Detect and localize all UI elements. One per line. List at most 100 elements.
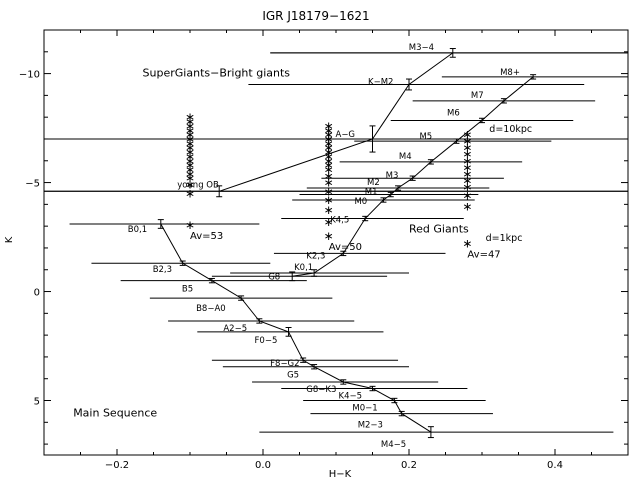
asterisk-marker: ∗: [324, 154, 334, 168]
spectral-type-label: B5: [182, 285, 193, 295]
asterisk-marker: ∗: [324, 184, 334, 198]
asterisk-marker: ∗: [185, 178, 195, 192]
asterisk-marker: ∗: [185, 136, 195, 150]
asterisk-marker: ∗: [185, 123, 195, 137]
spectral-type-label: M4−5: [381, 440, 406, 450]
asterisk-marker: ∗: [462, 237, 472, 251]
spectral-type-label: G8: [268, 272, 280, 282]
spectral-type-label: M0−1: [352, 404, 377, 414]
chart-title: IGR J18179−1621: [262, 9, 369, 23]
asterisk-marker: ∗: [324, 169, 334, 183]
annotation: SuperGiants−Bright giants: [143, 67, 291, 80]
y-tick-label: 5: [34, 397, 40, 408]
asterisk-marker: ∗: [185, 132, 195, 146]
extinction-label: Av=53: [190, 231, 223, 242]
spectral-type-label: M4: [399, 152, 412, 162]
x-tick-label: 0.0: [255, 460, 271, 471]
spectral-type-label: M0: [354, 197, 367, 207]
asterisk-marker: ∗: [462, 141, 472, 155]
asterisk-marker: ∗: [185, 167, 195, 181]
asterisk-marker: ∗: [324, 149, 334, 163]
spectral-type-label: young OB: [177, 180, 219, 190]
asterisk-marker: ∗: [462, 173, 472, 187]
asterisk-marker: ∗: [324, 123, 334, 137]
y-tick-label: −5: [25, 179, 40, 190]
asterisk-marker: ∗: [185, 110, 195, 124]
extinction-label: Av=50: [329, 242, 362, 253]
asterisk-marker: ∗: [324, 132, 334, 146]
asterisk-marker: ∗: [462, 180, 472, 194]
spectral-type-label: K−M2: [368, 77, 393, 87]
spectral-type-label: G5: [287, 371, 299, 381]
spectral-type-label: M5: [419, 132, 432, 142]
asterisk-marker: ∗: [324, 119, 334, 133]
asterisk-marker: ∗: [462, 147, 472, 161]
asterisk-marker: ∗: [185, 149, 195, 163]
spectral-type-label: M2: [367, 178, 380, 188]
spectral-type-label: M7: [471, 91, 484, 101]
asterisk-marker: ∗: [462, 200, 472, 214]
spectral-type-label: K0,1: [294, 263, 313, 273]
spectral-type-label: F8−G2: [270, 359, 299, 369]
x-tick-label: 0.4: [547, 460, 563, 471]
asterisk-marker: ∗: [185, 218, 195, 232]
asterisk-marker: ∗: [324, 141, 334, 155]
spectral-type-label: F0−5: [255, 336, 278, 346]
asterisk-marker: ∗: [324, 203, 334, 217]
asterisk-marker: ∗: [324, 215, 334, 229]
spectral-type-label: B0,1: [128, 225, 147, 235]
asterisk-marker: ∗: [324, 136, 334, 150]
asterisk-marker: ∗: [462, 154, 472, 168]
annotation: Main Sequence: [73, 407, 157, 420]
asterisk-marker: ∗: [324, 145, 334, 159]
x-tick-label: −0.2: [105, 460, 129, 471]
asterisk-marker: ∗: [185, 154, 195, 168]
sequence-line: [219, 52, 454, 192]
y-axis-label: K: [4, 236, 15, 243]
spectral-type-label: B8−A0: [196, 304, 226, 314]
asterisk-marker: ∗: [324, 128, 334, 142]
x-tick-label: 0.2: [401, 460, 417, 471]
asterisk-marker: ∗: [324, 162, 334, 176]
asterisk-marker: ∗: [185, 128, 195, 142]
spectral-type-label: A−G: [336, 130, 356, 140]
asterisk-marker: ∗: [324, 158, 334, 172]
spectral-type-label: G8−K3: [306, 385, 336, 395]
asterisk-marker: ∗: [185, 145, 195, 159]
asterisk-marker: ∗: [185, 158, 195, 172]
spectral-type-label: K4,5: [330, 216, 349, 226]
spectral-type-label: M8+: [500, 68, 520, 78]
spectral-type-label: K2,3: [306, 251, 325, 261]
asterisk-marker: ∗: [462, 189, 472, 203]
annotation: Red Giants: [409, 222, 469, 235]
asterisk-marker: ∗: [185, 119, 195, 133]
spectral-type-label: M3: [386, 171, 399, 181]
spectral-type-label: M2−3: [358, 421, 383, 431]
spectral-type-label: M1: [365, 188, 378, 198]
annotation: d=1kpc: [486, 233, 523, 244]
asterisk-marker: ∗: [185, 141, 195, 155]
spectral-type-label: M6: [447, 108, 460, 118]
spectral-type-label: K4−5: [339, 392, 363, 402]
y-tick-label: 0: [34, 288, 40, 299]
annotation: d=10kpc: [489, 124, 532, 135]
asterisk-marker: ∗: [462, 128, 472, 142]
spectral-type-label: A2−5: [223, 324, 247, 334]
asterisk-marker: ∗: [462, 134, 472, 148]
asterisk-marker: ∗: [324, 176, 334, 190]
asterisk-marker: ∗: [324, 229, 334, 243]
asterisk-marker: ∗: [462, 160, 472, 174]
asterisk-marker: ∗: [185, 162, 195, 176]
asterisk-marker: ∗: [185, 186, 195, 200]
spectral-type-label: B2,3: [153, 265, 172, 275]
asterisk-marker: ∗: [462, 167, 472, 181]
x-axis-label: H−K: [329, 469, 352, 480]
asterisk-marker: ∗: [185, 171, 195, 185]
y-tick-label: −10: [19, 70, 40, 81]
extinction-label: Av=47: [467, 250, 500, 261]
asterisk-marker: ∗: [185, 115, 195, 129]
asterisk-marker: ∗: [324, 193, 334, 207]
spectral-type-label: M3−4: [409, 43, 434, 53]
